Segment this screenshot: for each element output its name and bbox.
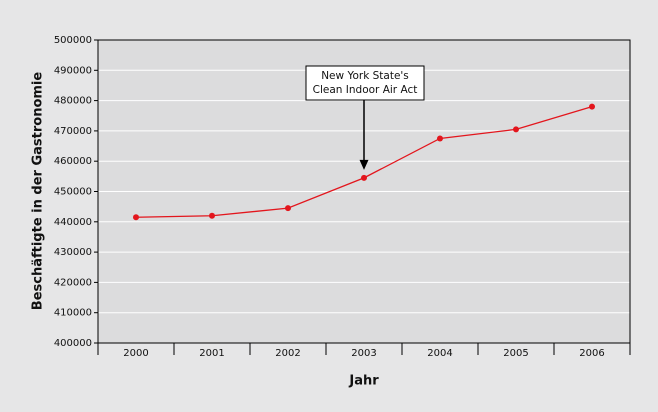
data-point [285,205,291,212]
x-tick-label: 2005 [503,348,528,359]
x-tick-label: 2001 [199,348,224,359]
annotation-box [305,65,425,101]
y-tick-label: 470000 [54,126,92,137]
x-axis-title: Jahr [348,374,379,389]
x-tick-label: 2004 [427,348,452,359]
y-tick-label: 490000 [54,65,92,76]
y-tick-label: 450000 [54,187,92,198]
data-point [513,126,519,133]
y-tick-label: 410000 [54,308,92,319]
plot-border [97,39,631,344]
data-point [589,103,595,110]
y-axis-title: Beschäftigte in der Gastronomie [31,72,46,311]
x-tick-label: 2003 [351,348,376,359]
y-tick-label: 420000 [54,277,92,288]
y-tick-label: 460000 [54,156,92,167]
x-tick-label: 2006 [579,348,604,359]
annotation-text: Clean Indoor Air Act [313,84,418,96]
data-point [437,135,443,142]
annotation-arrowhead [359,159,369,170]
x-tick-label: 2002 [275,348,300,359]
y-tick-label: 440000 [54,217,92,228]
y-tick-label: 400000 [54,338,92,349]
y-tick-label: 480000 [54,96,92,107]
x-tick-label: 2000 [123,348,148,359]
data-point [133,214,139,221]
y-tick-label: 500000 [54,35,92,46]
annotation-text: New York State's [321,70,409,82]
data-point [361,174,367,181]
data-point [209,212,215,219]
y-tick-label: 430000 [54,247,92,258]
